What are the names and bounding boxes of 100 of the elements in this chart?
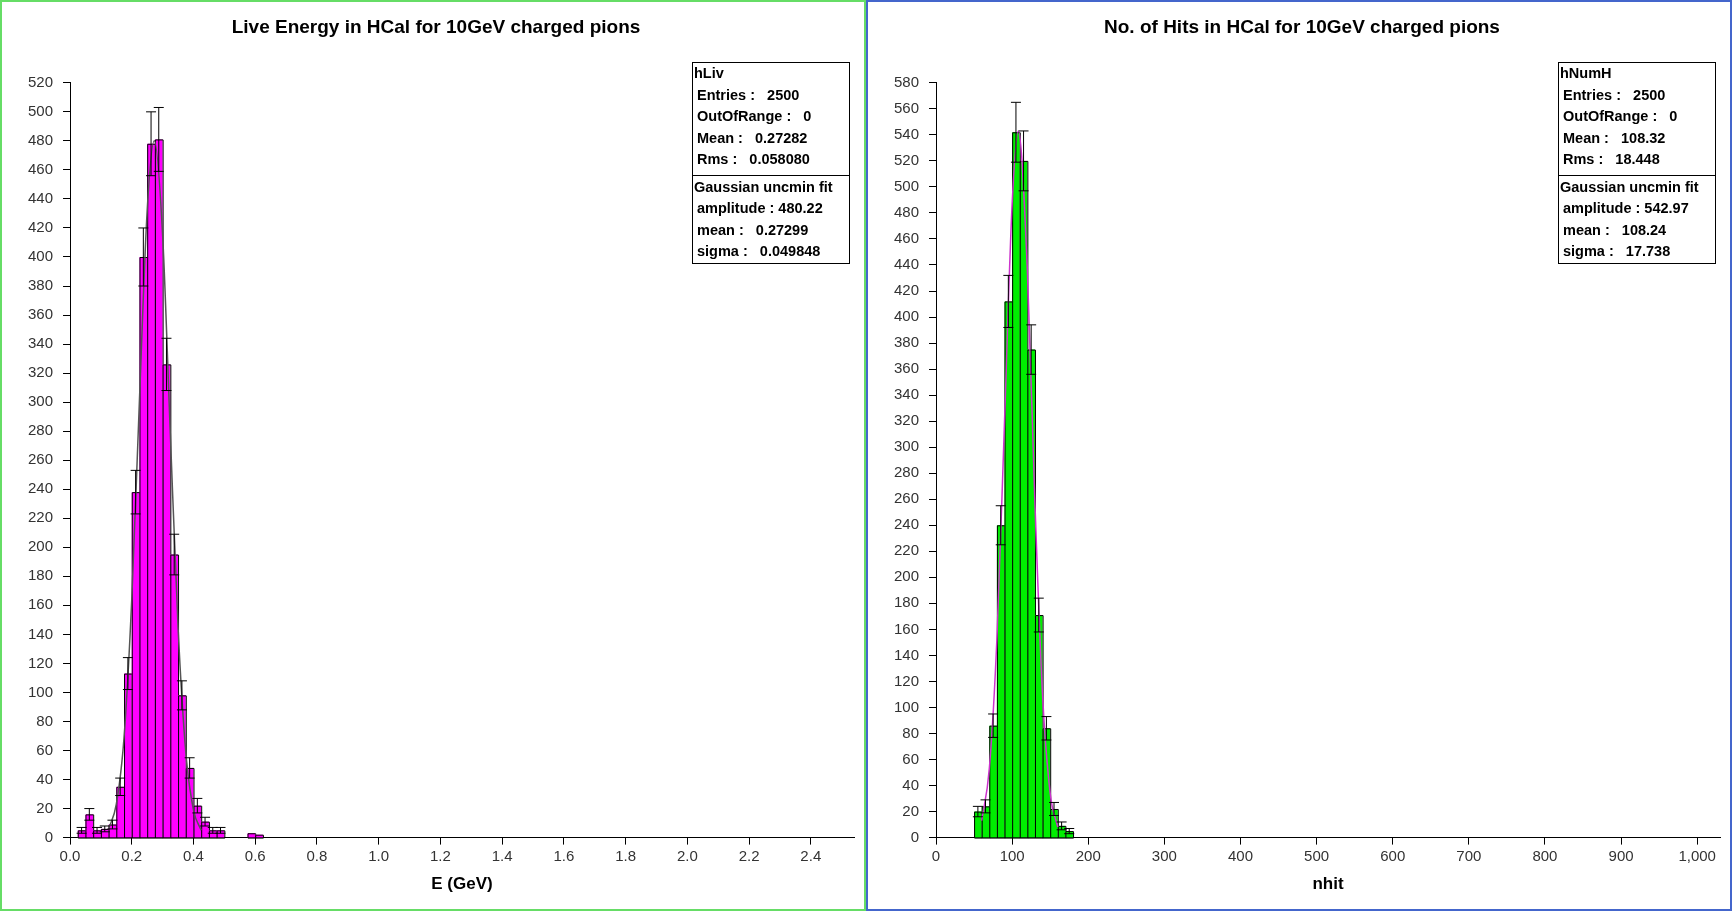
annotation: mean : 108.24 bbox=[1562, 220, 1668, 240]
y-tick-label: 220 bbox=[894, 541, 920, 559]
x-tick-label: 600 bbox=[1380, 846, 1406, 864]
y-tick-label: 280 bbox=[28, 421, 54, 439]
annotation: amplitude : 480.22 bbox=[696, 199, 824, 218]
y-tick-label: 180 bbox=[894, 593, 920, 611]
annotation: OutOfRange : 0 bbox=[696, 107, 813, 126]
x-tick-label: 2.2 bbox=[738, 846, 760, 864]
x-tick-label: 1,000 bbox=[1678, 846, 1716, 864]
y-tick-label: 340 bbox=[894, 385, 920, 403]
annotation: Gaussian uncmin fit bbox=[1559, 174, 1715, 198]
annotation: Rms : 0.058080 bbox=[696, 150, 811, 169]
y-tick-label: 340 bbox=[28, 334, 54, 352]
y-tick-label: 20 bbox=[902, 801, 920, 819]
y-tick-label: 420 bbox=[894, 281, 920, 299]
x-tick-label: 0.6 bbox=[244, 846, 266, 864]
y-tick-label: 480 bbox=[28, 131, 54, 148]
y-tick-label: 240 bbox=[28, 479, 54, 497]
y-tick-label: 260 bbox=[894, 489, 920, 507]
y-tick-label: 500 bbox=[28, 101, 54, 119]
x-tick-label: 800 bbox=[1532, 846, 1558, 864]
y-tick-label: 140 bbox=[894, 645, 920, 663]
y-tick-label: 40 bbox=[902, 775, 920, 793]
x-tick-label: 0.0 bbox=[59, 846, 81, 864]
x-tick-label: 0.8 bbox=[306, 846, 328, 864]
y-tick-label: 160 bbox=[28, 595, 54, 613]
y-tick-label: 80 bbox=[902, 723, 920, 741]
y-tick-label: 280 bbox=[894, 463, 920, 481]
y-tick-label: 140 bbox=[28, 624, 54, 642]
x-tick-label: 1.4 bbox=[491, 846, 513, 864]
y-tick-label: 520 bbox=[894, 151, 920, 169]
y-tick-label: 0 bbox=[44, 827, 54, 845]
y-tick-label: 60 bbox=[902, 749, 920, 767]
annotation: Mean : 0.27282 bbox=[696, 128, 809, 148]
y-tick-label: 20 bbox=[36, 798, 54, 816]
x-tick-label: 1.8 bbox=[615, 846, 637, 864]
text: hLiv bbox=[693, 64, 725, 83]
y-tick-label: 500 bbox=[894, 177, 920, 195]
annotation: Entries : 2500 bbox=[696, 85, 801, 105]
x-tick-label: 200 bbox=[1075, 846, 1101, 864]
x-tick-label: 1.2 bbox=[429, 846, 451, 864]
y-tick-label: 320 bbox=[28, 363, 54, 381]
y-tick-label: 100 bbox=[894, 697, 920, 715]
text: hNumH bbox=[1559, 64, 1613, 83]
annotation: sigma : 17.738 bbox=[1562, 242, 1672, 261]
y-tick-label: 360 bbox=[28, 305, 54, 323]
y-tick-label: 180 bbox=[28, 566, 54, 584]
y-tick-label: 260 bbox=[28, 450, 54, 468]
y-tick-label: 120 bbox=[894, 671, 920, 689]
y-tick-label: 100 bbox=[28, 682, 54, 700]
x-tick-label: 0.4 bbox=[183, 846, 204, 864]
x-axis-title: nhit bbox=[1312, 874, 1344, 894]
chart-title: No. of Hits in HCal for 10GeV charged pions bbox=[1104, 15, 1500, 37]
y-tick-label: 520 bbox=[28, 72, 54, 90]
y-tick-label: 400 bbox=[894, 307, 920, 325]
y-tick-label: 300 bbox=[894, 437, 920, 455]
y-tick-label: 540 bbox=[894, 125, 920, 142]
x-tick-label: 400 bbox=[1227, 846, 1253, 864]
x-tick-label: 2.4 bbox=[800, 846, 822, 864]
y-tick-label: 460 bbox=[894, 229, 920, 247]
x-tick-label: 1.0 bbox=[368, 846, 390, 864]
x-tick-label: 0.2 bbox=[121, 846, 143, 864]
annotation: Rms : 18.448 bbox=[1562, 150, 1661, 169]
y-tick-label: 240 bbox=[894, 515, 920, 533]
y-tick-label: 300 bbox=[28, 392, 54, 410]
chart-title: Live Energy in HCal for 10GeV charged pions bbox=[231, 15, 641, 37]
y-tick-label: 160 bbox=[894, 619, 920, 637]
y-tick-label: 480 bbox=[894, 203, 920, 221]
x-tick-label: 500 bbox=[1304, 846, 1330, 864]
y-tick-label: 420 bbox=[28, 218, 54, 236]
y-tick-label: 320 bbox=[894, 411, 920, 429]
y-tick-label: 460 bbox=[28, 160, 54, 178]
y-tick-label: 400 bbox=[28, 247, 54, 265]
y-tick-label: 120 bbox=[28, 653, 54, 671]
annotation: amplitude : 542.97 bbox=[1562, 199, 1690, 218]
x-axis-title: E (GeV) bbox=[431, 874, 493, 894]
y-tick-label: 40 bbox=[36, 769, 54, 787]
y-tick-label: 440 bbox=[28, 189, 54, 207]
x-tick-label: 900 bbox=[1608, 846, 1634, 864]
x-tick-label: 1.6 bbox=[553, 846, 575, 864]
y-tick-label: 440 bbox=[894, 255, 920, 273]
annotation: Entries : 2500 bbox=[1562, 85, 1667, 105]
x-tick-label: 300 bbox=[1151, 846, 1177, 864]
annotation: Mean : 108.32 bbox=[1562, 128, 1667, 148]
x-tick-label: 0 bbox=[931, 846, 941, 864]
y-tick-label: 380 bbox=[894, 333, 920, 351]
y-tick-label: 0 bbox=[910, 827, 920, 845]
y-tick-label: 580 bbox=[894, 72, 920, 90]
x-tick-label: 2.0 bbox=[676, 846, 698, 864]
x-tick-label: 700 bbox=[1456, 846, 1482, 864]
y-tick-label: 200 bbox=[894, 567, 920, 585]
y-tick-label: 200 bbox=[28, 537, 54, 555]
annotation: mean : 0.27299 bbox=[696, 220, 810, 240]
y-tick-label: 60 bbox=[36, 740, 54, 758]
annotation: Gaussian uncmin fit bbox=[693, 174, 849, 198]
y-tick-label: 360 bbox=[894, 359, 920, 377]
y-tick-label: 80 bbox=[36, 711, 54, 729]
annotation: sigma : 0.049848 bbox=[696, 242, 822, 261]
annotation: OutOfRange : 0 bbox=[1562, 107, 1679, 126]
y-tick-label: 380 bbox=[28, 276, 54, 294]
